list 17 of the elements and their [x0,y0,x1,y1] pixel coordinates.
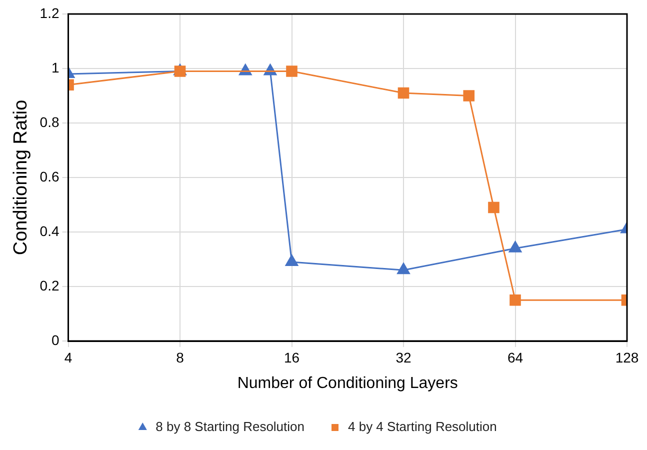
legend-label: 4 by 4 Starting Resolution [348,419,497,434]
y-tick-label: 0.6 [40,168,60,184]
y-tick-label: 0.2 [40,277,60,294]
x-tick-label: 16 [284,349,300,366]
x-tick-label: 64 [507,349,524,366]
legend-label: 8 by 8 Starting Resolution [156,419,305,434]
x-tick-label: 32 [396,349,412,366]
y-tick-label: 0 [51,332,60,348]
y-tick-label: 1.2 [40,4,60,21]
x-tick-label: 8 [176,349,184,366]
x-tick-label: 128 [615,349,639,366]
x-axis-title: Number of Conditioning Layers [237,374,458,392]
y-tick-label: 0.8 [40,114,60,130]
y-tick-label: 0.4 [40,222,60,239]
y-tick-label: 1 [51,59,60,76]
y-axis-title: Conditioning Ratio [10,100,32,256]
x-tick-label: 4 [64,349,72,366]
